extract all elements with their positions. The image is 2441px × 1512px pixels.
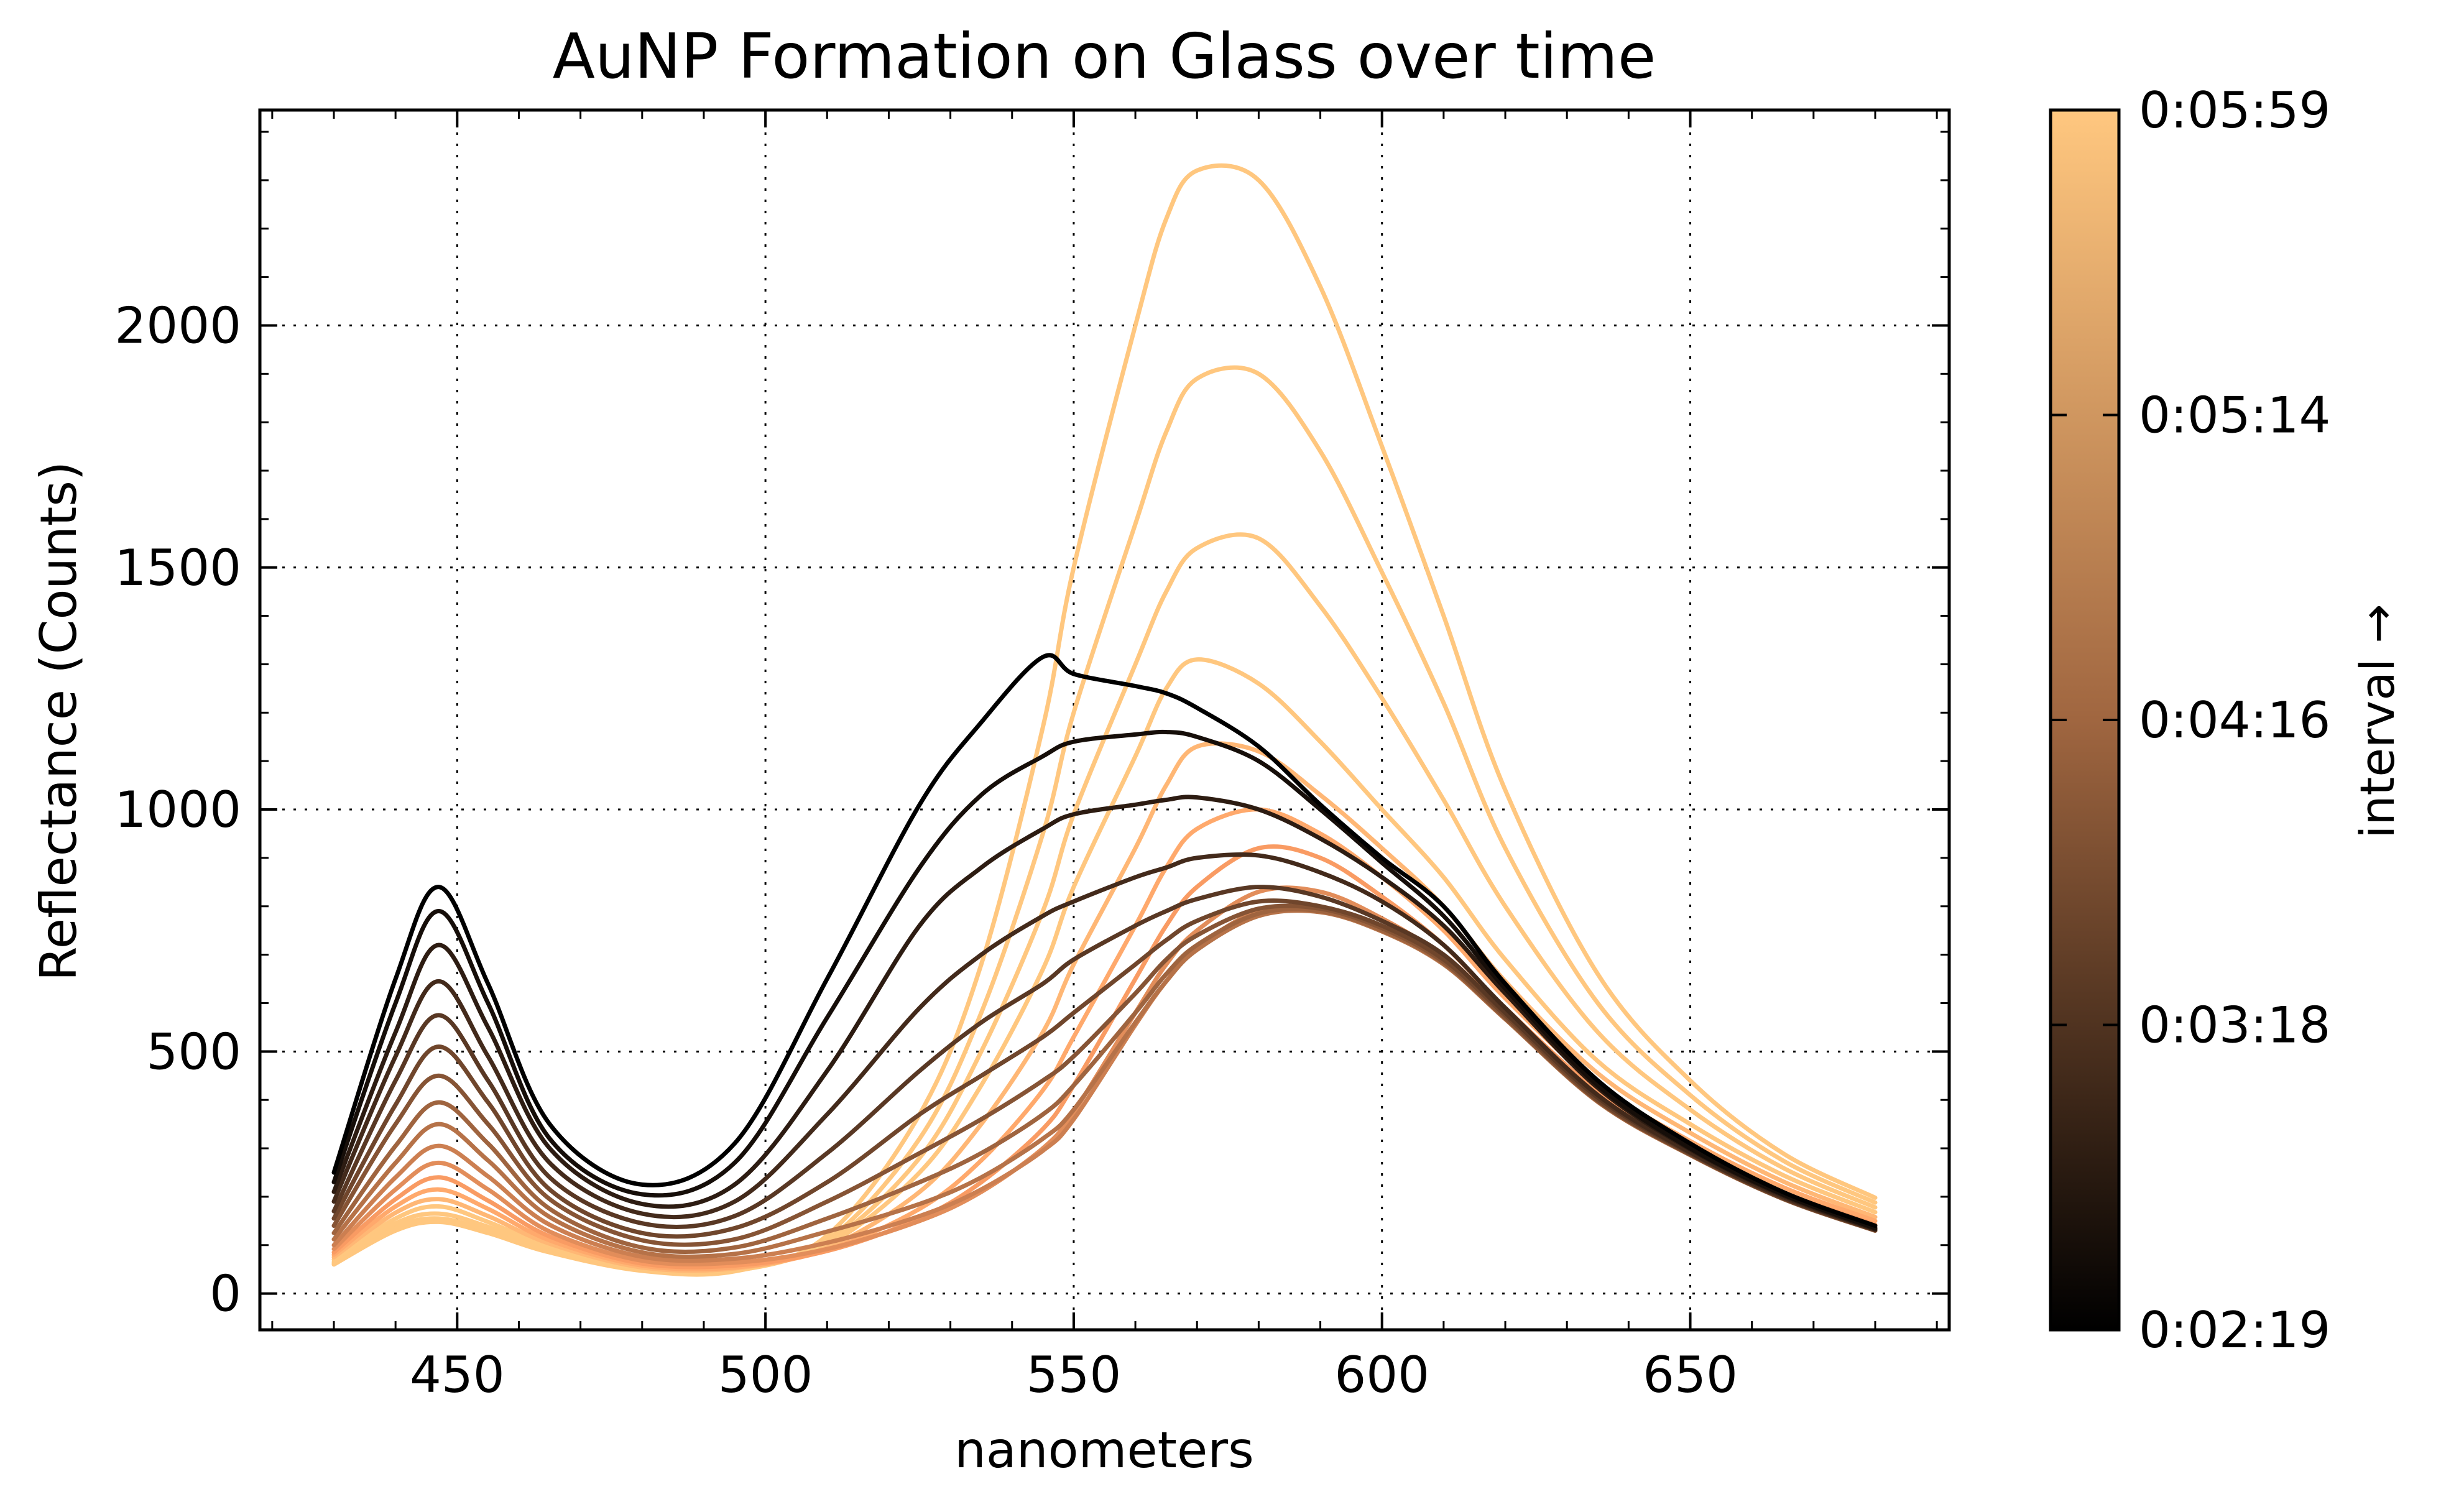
y-axis-label: Reflectance (Counts) xyxy=(30,461,88,981)
y-tick-label: 500 xyxy=(146,1023,241,1081)
plot-frame xyxy=(258,108,1951,1332)
colorbar-tick-label: 0:04:16 xyxy=(2139,691,2330,749)
colorbar-tick-label: 0:02:19 xyxy=(2139,1301,2330,1359)
colorbar-tick-label: 0:05:14 xyxy=(2139,387,2330,445)
series-line xyxy=(331,653,1878,1228)
series-line xyxy=(331,908,1878,1259)
series-lines xyxy=(331,163,1878,1277)
x-tick-label: 450 xyxy=(410,1346,505,1404)
x-tick-label: 500 xyxy=(718,1346,813,1404)
x-tick-label: 550 xyxy=(1027,1346,1122,1404)
colorbar-ticks: 0:02:19 0:03:18 0:04:16 0:05:14 0:05:59 xyxy=(2051,81,2330,1359)
x-tick-label: 600 xyxy=(1334,1346,1429,1404)
series-line xyxy=(331,741,1878,1273)
series-line xyxy=(331,885,1878,1233)
series-line xyxy=(331,852,1878,1232)
series-line xyxy=(331,657,1878,1275)
colorbar-tick-label: 0:03:18 xyxy=(2139,997,2330,1054)
y-tick-label: 2000 xyxy=(114,297,241,354)
colorbar-label: interval → xyxy=(2350,604,2405,839)
y-tick-label: 1500 xyxy=(114,539,241,597)
chart-title: AuNP Formation on Glass over time xyxy=(553,20,1656,93)
series-line xyxy=(331,795,1878,1232)
y-tick-label: 0 xyxy=(210,1265,241,1323)
x-tick-label: 650 xyxy=(1643,1346,1738,1404)
axis-ticks: 450 500 550 600 650 0 500 1000 1500 2000 xyxy=(114,110,1949,1404)
x-axis-label: nanometers xyxy=(954,1421,1254,1479)
y-tick-label: 1000 xyxy=(114,781,241,839)
series-line xyxy=(331,729,1878,1230)
grid-lines xyxy=(260,110,1949,1330)
colorbar-tick-label: 0:05:59 xyxy=(2139,81,2330,139)
